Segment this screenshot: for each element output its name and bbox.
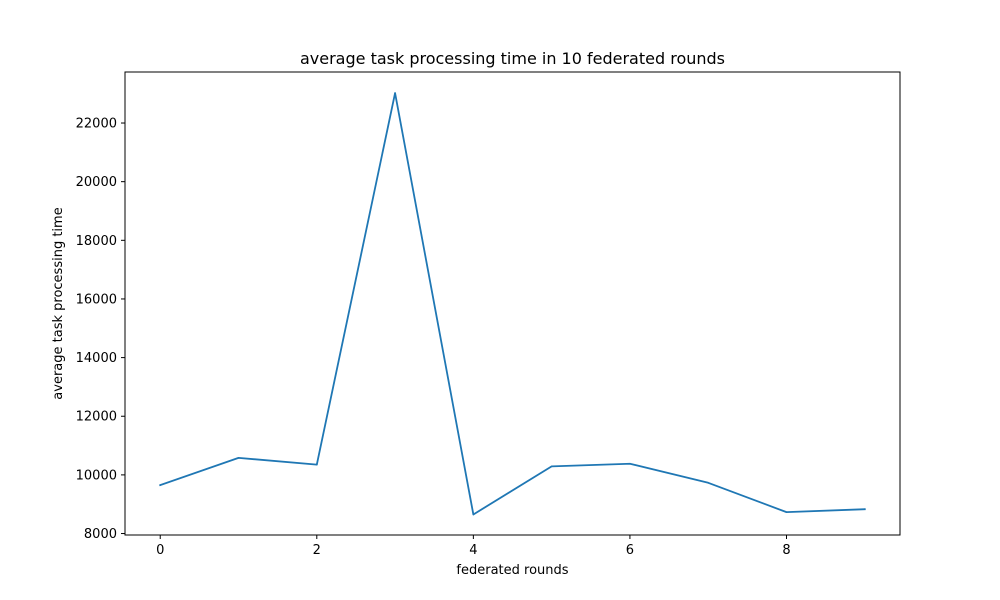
data-point [863,508,866,510]
series-group [159,92,866,516]
data-point [629,462,631,465]
x-tick-label: 2 [313,543,321,558]
chart-title: average task processing time in 10 feder… [300,49,725,68]
y-tick-label: 14000 [76,351,117,366]
data-point [550,465,553,468]
x-tick-label: 6 [626,543,634,558]
series-line [159,92,866,516]
x-tick-label: 0 [156,543,164,558]
y-tick-label: 18000 [76,234,117,249]
y-axis-ticks: 8000 10000 12000 14000 16000 18000 20000 22000 [76,117,125,542]
data-point [315,463,318,466]
y-tick-label: 16000 [76,292,117,307]
data-point [394,92,396,94]
x-axis-label: federated rounds [456,563,568,578]
data-point [707,482,710,484]
x-tick-label: 4 [469,543,477,558]
data-point [785,511,788,513]
data-point [472,513,475,516]
y-tick-label: 12000 [76,410,117,425]
y-tick-label: 20000 [76,175,117,190]
x-tick-label: 8 [782,543,790,558]
y-axis-label: average task processing time [51,207,66,399]
data-point [159,484,162,486]
y-tick-label: 22000 [76,117,117,132]
y-tick-label: 8000 [84,527,117,542]
x-axis-ticks: 0 2 4 6 8 [156,535,791,558]
data-point [237,457,240,459]
plot-area [124,71,901,536]
y-tick-label: 10000 [76,468,117,483]
